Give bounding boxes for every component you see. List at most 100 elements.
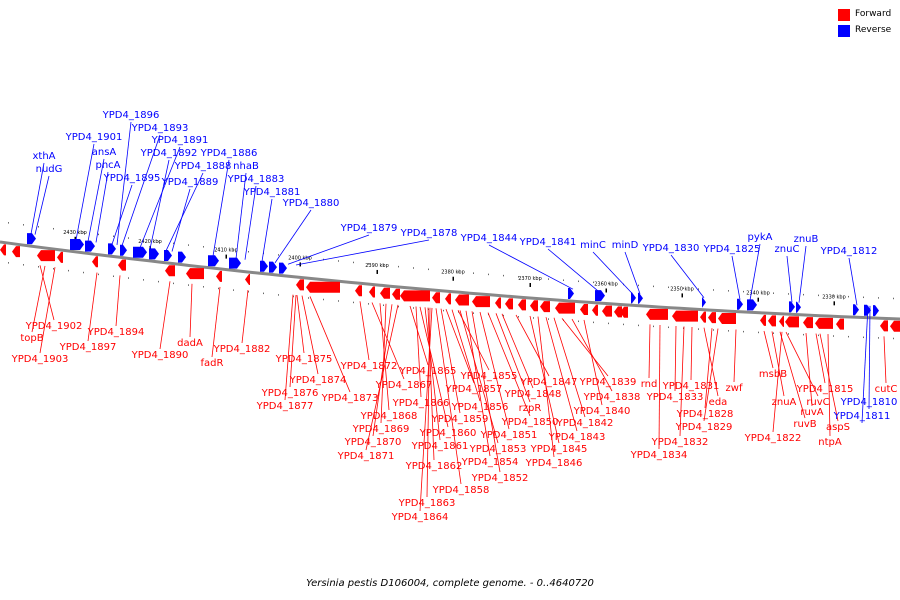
forward-gene [718,313,736,325]
gene-label: aspS [826,422,850,433]
minor-tick [773,332,774,334]
minor-tick [683,287,684,289]
minor-tick [23,224,24,226]
gene-label: YPD4_1852 [471,473,529,484]
gene-label: znuB [794,234,819,245]
minor-tick [23,264,24,266]
minor-tick [233,289,234,291]
minor-tick [98,233,99,236]
scale-tick [74,236,76,241]
gene-labels: xthAnudGYPD4_1901ansApncAYPD4_1895YPD4_1… [11,110,898,523]
leader-line [87,158,105,242]
leader-line [435,308,462,485]
minor-tick [848,295,849,298]
gene-label: YPD4_1853 [469,444,527,455]
forward-gene [530,300,538,312]
gene-label: YPD4_1834 [630,450,688,461]
scale-label: 2360 kbp [594,282,618,288]
gene-label: YPD4_1848 [504,389,562,400]
genome-caption: Yersinia pestis D106004, complete genome… [306,578,594,589]
minor-tick [353,301,354,304]
forward-gene [245,273,250,285]
forward-gene [12,246,20,258]
leader-line [111,184,133,245]
gene-label: rzpR [519,403,542,414]
scale-tick [376,269,378,274]
label-leader-lines [30,121,887,512]
minor-tick [623,323,624,326]
forward-gene [296,279,304,291]
minor-tick [173,282,174,285]
gene-label: YPD4_1829 [675,422,733,433]
leader-line [488,244,574,290]
minor-tick [653,325,654,328]
reverse-gene [873,305,879,317]
reverse-gene [108,243,116,255]
leader-line [415,306,422,398]
leader-line [786,255,793,303]
gene-label: xthA [32,151,55,162]
gene-label: YPD4_1897 [59,342,117,353]
gene-label: pncA [95,160,120,171]
minor-tick [518,316,519,318]
reverse-gene [796,301,801,313]
minor-tick [833,335,834,337]
gene-label: ansA [92,147,117,158]
gene-label: YPD4_1871 [337,451,395,462]
minor-tick [848,335,849,338]
minor-tick [893,297,894,300]
gene-label: YPD4_1902 [25,321,83,332]
minor-tick [128,237,129,239]
forward-gene [602,305,612,317]
reverse-gene [260,260,268,272]
gene-label: YPD4_1876 [261,388,319,399]
minor-tick [188,244,189,246]
minor-tick [428,308,429,311]
gene-label: fadR [201,358,224,369]
leader-line [733,329,737,383]
leader-line [409,305,429,366]
leader-line [244,185,257,260]
gene-label: YPD4_1866 [392,398,450,409]
scale-tick [225,254,227,259]
minor-tick [893,337,894,340]
gene-label: YPD4_1833 [646,392,704,403]
forward-gene [540,301,550,313]
leader-line [624,251,641,294]
minor-tick [668,286,669,289]
forward-gene [306,281,340,293]
minor-tick [398,305,399,308]
forward-gene [815,317,833,329]
leader-line [471,311,501,473]
gene-label: YPD4_1840 [573,406,631,417]
gene-label: ntpA [818,437,842,448]
gene-label: nudG [36,164,63,175]
minor-tick [713,329,714,331]
scale-label: 2410 kbp [214,248,238,254]
forward-gene [505,298,513,310]
gene-label: YPD4_1868 [360,411,418,422]
gene-label: topB [20,333,43,344]
gene-label: YPD4_1839 [579,377,637,388]
reverse-gene [178,251,186,263]
forward-gene [392,288,400,300]
minor-tick [743,330,744,333]
leader-line [785,331,819,397]
gene-label: msbB [759,369,787,380]
minor-tick [68,229,69,232]
forward-gene [186,268,204,280]
gene-label: znuC [775,244,800,255]
minor-tick [788,333,789,335]
gene-label: YPD4_1892 [140,148,198,159]
leader-line [39,267,56,354]
minor-tick [473,312,474,314]
scale-tick [529,282,531,287]
gene-label: YPD4_1890 [131,350,189,361]
forward-gene [455,294,469,306]
forward-gene [700,311,706,323]
gene-label: YPD4_1894 [87,327,145,338]
gene-label: YPD4_1870 [344,437,402,448]
scale-label: 2380 kbp [441,270,465,276]
minor-tick [803,293,804,296]
gene-label: YPD4_1896 [102,110,160,121]
